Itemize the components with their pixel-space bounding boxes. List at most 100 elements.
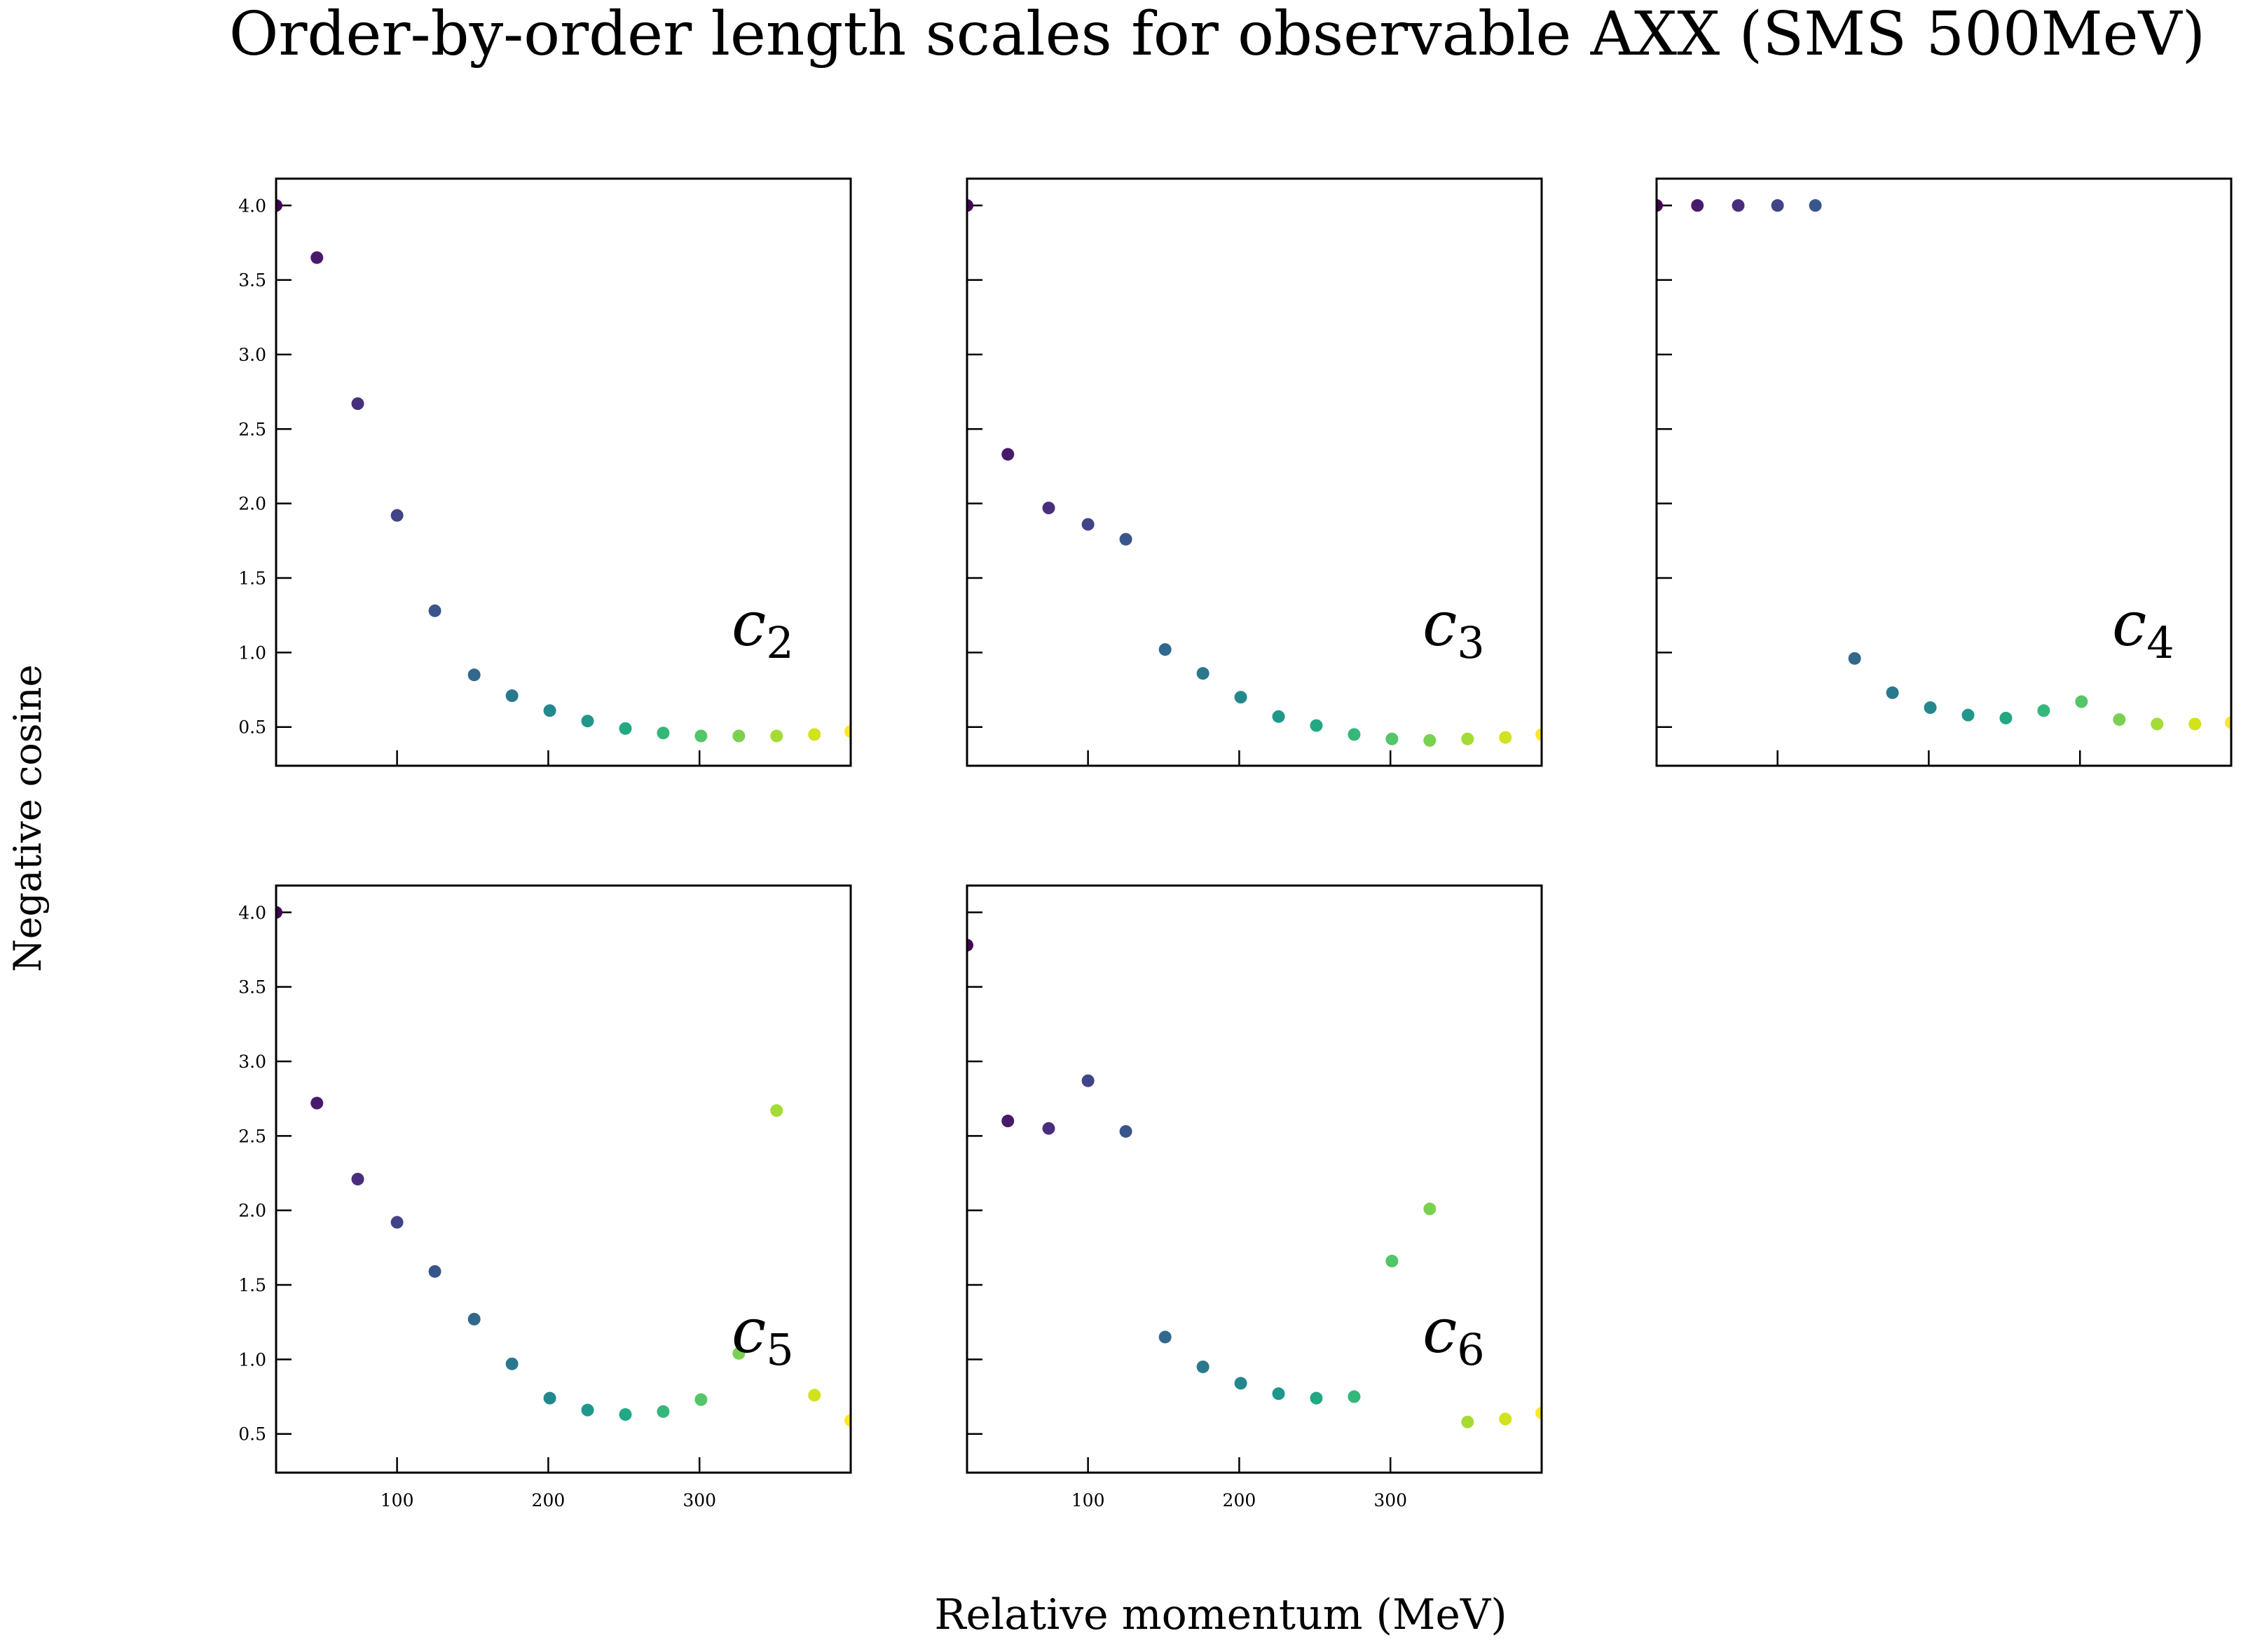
plot-frame — [966, 884, 1543, 1474]
data-point — [2225, 716, 2231, 729]
plot-frame — [1655, 177, 2233, 767]
x-tick-label: 200 — [1223, 1490, 1256, 1510]
data-point — [1461, 732, 1474, 745]
y-axis-label: Negative cosine — [6, 664, 50, 972]
data-point — [1001, 448, 1015, 461]
order-label: c5 — [732, 1295, 794, 1375]
plot-frame — [275, 177, 852, 767]
data-point — [770, 1104, 783, 1117]
data-point — [619, 722, 632, 735]
data-point — [1924, 701, 1937, 715]
x-tick-label: 200 — [532, 1490, 566, 1510]
data-point — [1848, 652, 1861, 665]
data-point — [967, 939, 973, 952]
y-tick-label: 1.5 — [238, 1275, 266, 1295]
data-point — [1042, 1122, 1055, 1135]
data-point — [276, 906, 282, 919]
data-point — [1809, 199, 1822, 212]
data-point — [1461, 1415, 1474, 1429]
data-point — [2113, 713, 2126, 727]
data-point — [351, 1173, 364, 1185]
data-point — [1691, 199, 1704, 212]
data-point — [1423, 1202, 1437, 1216]
order-label: c6 — [1423, 1295, 1485, 1375]
data-points — [967, 199, 1542, 747]
data-points — [276, 906, 851, 1427]
data-point — [2037, 704, 2050, 717]
data-point — [1423, 734, 1437, 747]
data-point — [732, 1347, 746, 1360]
data-point — [1535, 1406, 1542, 1419]
data-point — [351, 397, 364, 411]
chart-title: Order-by-order length scales for observa… — [229, 0, 2205, 69]
y-tick-label: 2.0 — [238, 494, 266, 514]
x-tick-label: 100 — [1071, 1490, 1105, 1510]
data-point — [1119, 1124, 1132, 1138]
data-point — [619, 1408, 632, 1422]
subplot-c6: 100 200 300 c6 — [966, 884, 1543, 1510]
data-point — [1348, 1390, 1361, 1403]
y-tick-label: 3.0 — [238, 1052, 266, 1072]
data-point — [770, 729, 783, 743]
data-point — [1999, 711, 2013, 724]
data-point — [1081, 1074, 1095, 1087]
data-point — [694, 1393, 708, 1406]
data-point — [310, 1096, 324, 1110]
y-tick-label: 3.5 — [238, 270, 266, 291]
data-point — [1771, 199, 1784, 212]
x-tick-label: 100 — [381, 1490, 414, 1510]
order-label: c4 — [2112, 588, 2174, 668]
data-point — [1119, 532, 1132, 546]
x-axis-label: Relative momentum (MeV) — [934, 1590, 1507, 1639]
data-point — [505, 1357, 519, 1370]
data-point — [543, 704, 556, 717]
subplot-c4: c4 — [1655, 177, 2233, 767]
plot-frame — [966, 177, 1543, 767]
data-point — [808, 728, 821, 741]
data-point — [581, 715, 594, 728]
y-tick-label: 3.0 — [238, 345, 266, 365]
data-point — [808, 1389, 821, 1402]
y-tick-label: 2.0 — [238, 1201, 266, 1221]
plot-frame — [275, 884, 852, 1474]
data-point — [2188, 717, 2202, 731]
data-point — [1234, 1377, 1247, 1390]
data-point — [1310, 719, 1323, 732]
data-point — [543, 1391, 556, 1405]
data-points — [967, 939, 1542, 1429]
data-point — [581, 1403, 594, 1417]
data-point — [657, 727, 670, 740]
y-tick-label: 2.5 — [238, 419, 266, 439]
data-point — [467, 668, 481, 682]
data-point — [390, 1216, 404, 1229]
data-point — [276, 199, 282, 212]
data-point — [1196, 667, 1209, 680]
data-point — [732, 729, 746, 743]
subplot-c3: c3 — [966, 177, 1543, 767]
y-tick-label: 4.0 — [238, 902, 266, 923]
data-point — [1158, 643, 1172, 656]
data-point — [1158, 1330, 1172, 1344]
x-tick-label: 300 — [1373, 1490, 1407, 1510]
data-point — [467, 1312, 481, 1326]
data-point — [1535, 728, 1542, 741]
order-label: c2 — [732, 588, 794, 668]
data-point — [1961, 708, 1975, 722]
y-tick-label: 4.0 — [238, 195, 266, 216]
order-label: c3 — [1423, 588, 1485, 668]
data-point — [1385, 732, 1399, 745]
data-point — [428, 604, 441, 617]
y-tick-label: 0.5 — [238, 717, 266, 738]
data-point — [505, 689, 519, 703]
data-point — [1196, 1360, 1209, 1373]
y-tick-label: 0.5 — [238, 1424, 266, 1445]
y-tick-label: 3.5 — [238, 977, 266, 998]
data-point — [1272, 710, 1285, 723]
data-point — [2151, 717, 2164, 731]
data-point — [1385, 1254, 1399, 1267]
data-point — [1081, 518, 1095, 531]
subplot-c5: 0.5 1.0 1.5 2.0 2.5 3.0 3.5 4.0 100 200 300 c5 — [238, 884, 852, 1510]
data-points — [1657, 199, 2231, 731]
data-point — [1042, 502, 1055, 515]
data-point — [694, 729, 708, 743]
